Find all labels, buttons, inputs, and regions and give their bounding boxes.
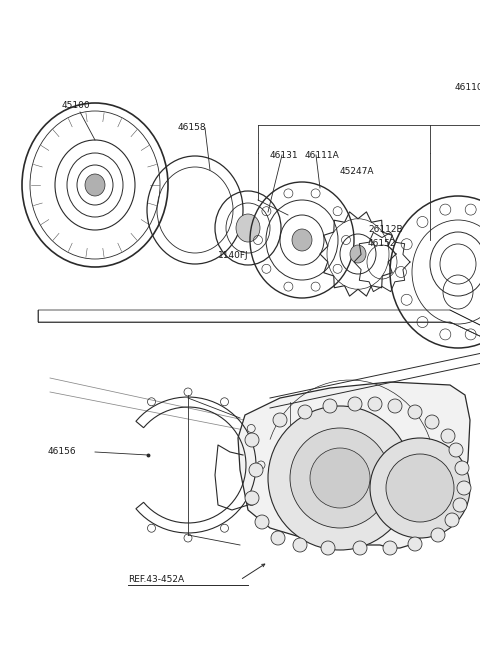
Text: REF.43-452A: REF.43-452A (128, 576, 184, 584)
Text: 26112B: 26112B (368, 225, 403, 234)
Circle shape (368, 397, 382, 411)
Circle shape (441, 429, 455, 443)
Circle shape (408, 405, 422, 419)
Circle shape (273, 413, 287, 427)
Circle shape (408, 537, 422, 551)
Ellipse shape (236, 214, 260, 242)
Circle shape (323, 399, 337, 413)
Circle shape (298, 405, 312, 419)
Circle shape (386, 454, 454, 522)
Circle shape (290, 428, 390, 528)
Circle shape (271, 531, 285, 545)
Text: 45100: 45100 (62, 102, 91, 111)
Text: 46158: 46158 (178, 124, 206, 132)
Circle shape (245, 433, 259, 447)
Circle shape (453, 498, 467, 512)
Circle shape (353, 541, 367, 555)
Text: 1140FJ: 1140FJ (218, 252, 249, 261)
Circle shape (431, 528, 445, 542)
Text: 46131: 46131 (270, 151, 299, 160)
Circle shape (457, 481, 471, 495)
Ellipse shape (350, 245, 366, 263)
Text: 45247A: 45247A (340, 168, 374, 176)
Text: 46111A: 46111A (305, 151, 340, 160)
Text: 46110: 46110 (455, 83, 480, 92)
Polygon shape (238, 382, 470, 548)
Circle shape (445, 513, 459, 527)
Ellipse shape (85, 174, 105, 196)
Text: 46152: 46152 (368, 238, 396, 248)
Circle shape (255, 515, 269, 529)
Circle shape (455, 461, 469, 475)
Circle shape (388, 399, 402, 413)
Text: 46156: 46156 (48, 447, 77, 457)
Circle shape (383, 541, 397, 555)
Ellipse shape (292, 229, 312, 251)
Circle shape (321, 541, 335, 555)
Circle shape (370, 438, 470, 538)
Circle shape (293, 538, 307, 552)
Circle shape (425, 415, 439, 429)
Circle shape (268, 406, 412, 550)
Circle shape (245, 491, 259, 505)
Circle shape (348, 397, 362, 411)
Circle shape (249, 463, 263, 477)
Circle shape (310, 448, 370, 508)
Circle shape (449, 443, 463, 457)
